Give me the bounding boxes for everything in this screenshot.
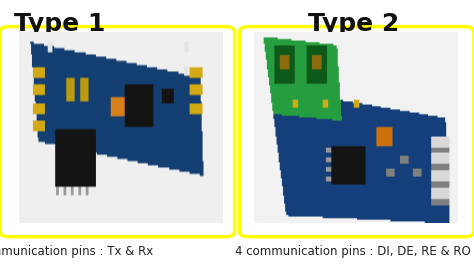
FancyBboxPatch shape bbox=[239, 27, 474, 237]
Text: 2 communication pins : Tx & Rx: 2 communication pins : Tx & Rx bbox=[0, 245, 154, 258]
Text: Type 2: Type 2 bbox=[308, 12, 399, 36]
Text: Type 1: Type 1 bbox=[14, 12, 105, 36]
FancyBboxPatch shape bbox=[0, 27, 235, 237]
Text: 4 communication pins : DI, DE, RE & RO: 4 communication pins : DI, DE, RE & RO bbox=[235, 245, 471, 258]
